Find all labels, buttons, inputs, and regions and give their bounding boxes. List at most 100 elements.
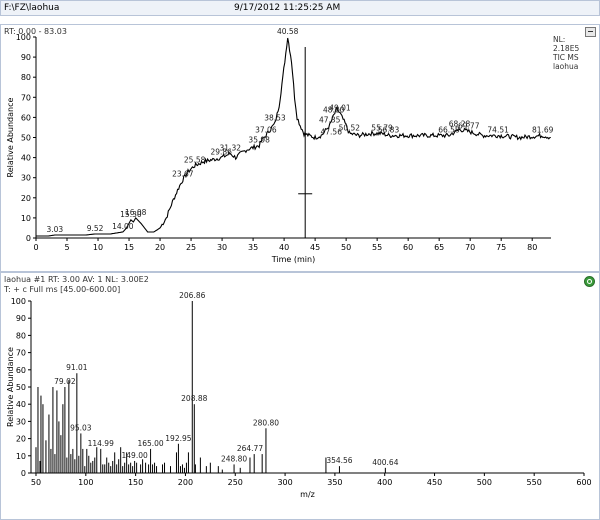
nl-value: 2.18E5: [553, 44, 580, 53]
peak-label: 74.51: [487, 125, 509, 134]
y-tick-label: 80: [21, 73, 31, 82]
x-tick-label: 30: [217, 243, 227, 252]
x-tick-label: 55: [372, 243, 382, 252]
x-tick-label: 35: [248, 243, 258, 252]
x-tick-label: 600: [576, 478, 591, 487]
y-tick-label: 0: [21, 469, 26, 478]
acquisition-datetime: 9/17/2012 11:25:25 AM: [234, 3, 341, 13]
y-tick-label: 100: [11, 297, 26, 306]
y-tick-label: 90: [16, 314, 26, 323]
peak-label: 15.30: [120, 210, 142, 219]
y-tick-label: 10: [21, 214, 31, 223]
x-tick-label: 150: [128, 478, 143, 487]
peak-label: 48.00: [323, 105, 345, 114]
y-tick-label: 30: [16, 417, 26, 426]
peak-label: 354.56: [326, 456, 352, 465]
peak-label: 37.06: [255, 125, 277, 134]
y-tick-label: 10: [16, 452, 26, 461]
peak-label: 23.67: [172, 170, 194, 179]
peak-label: 91.01: [66, 363, 88, 372]
spectrum-panel[interactable]: laohua #1 RT: 3.00 AV: 1 NL: 3.00E2 T: +…: [0, 272, 600, 520]
x-tick-label: 25: [186, 243, 196, 252]
x-tick-label: 65: [434, 243, 444, 252]
peak-label: 9.52: [87, 224, 104, 233]
x-tick-label: 75: [496, 243, 506, 252]
scan-filter: T: + c Full ms [45.00-600.00]: [4, 285, 121, 294]
peak-label: 50.52: [339, 123, 361, 132]
peak-label: 69.77: [458, 121, 480, 130]
scan-header: laohua #1 RT: 3.00 AV: 1 NL: 3.00E2: [4, 275, 149, 284]
peak-label: 14.00: [112, 222, 134, 231]
peak-label: 49.01: [329, 103, 351, 112]
x-tick-label: 5: [64, 243, 69, 252]
nl-label: NL:: [553, 35, 566, 44]
peak-label: 55.79: [371, 123, 393, 132]
peak-label: 35.98: [248, 136, 270, 145]
refresh-icon[interactable]: [584, 276, 595, 287]
y-tick-label: 100: [16, 33, 31, 42]
y-axis-title: Relative Abundance: [6, 97, 15, 177]
peak-label: 79.02: [54, 377, 76, 386]
x-tick-label: 80: [527, 243, 537, 252]
x-tick-label: 550: [527, 478, 542, 487]
y-tick-label: 40: [16, 400, 26, 409]
sample-name: laohua: [553, 62, 579, 71]
y-axis-title: Relative Abundance: [6, 347, 15, 427]
y-tick-label: 50: [16, 383, 26, 392]
window-titlebar: F:\FZ\laohua 9/17/2012 11:25:25 AM: [0, 0, 600, 16]
tic-trace: [36, 37, 551, 237]
peak-label: 95.03: [70, 423, 92, 432]
x-tick-label: 60: [403, 243, 413, 252]
peak-label: 400.64: [372, 458, 398, 467]
peak-label: 248.80: [221, 454, 247, 463]
y-tick-label: 60: [21, 113, 31, 122]
x-tick-label: 10: [93, 243, 103, 252]
peak-label: 81.69: [532, 125, 554, 134]
x-tick-label: 100: [78, 478, 93, 487]
peak-label: 280.80: [253, 418, 279, 427]
y-tick-label: 70: [21, 93, 31, 102]
x-tick-label: 200: [178, 478, 193, 487]
x-tick-label: 15: [124, 243, 134, 252]
x-tick-label: 250: [228, 478, 243, 487]
peak-label: 264.77: [237, 444, 263, 453]
peak-label: 31.32: [220, 144, 242, 153]
x-tick-label: 450: [427, 478, 442, 487]
rt-range-label: RT: 0.00 - 83.03: [4, 27, 67, 36]
y-tick-label: 20: [16, 435, 26, 444]
spectrum-chart[interactable]: 0 10 20 30 40 50 60 70 80 90 100 50 100 150 200 250 300 3…: [1, 273, 599, 519]
x-tick-label: 70: [465, 243, 475, 252]
x-axis-title: m/z: [300, 490, 315, 499]
x-tick-label: 500: [477, 478, 492, 487]
peak-label: 192.95: [165, 434, 191, 443]
peak-label: 149.00: [122, 451, 148, 460]
x-tick-label: 0: [33, 243, 38, 252]
y-tick-label: 0: [26, 234, 31, 243]
peak-label: 206.86: [179, 291, 205, 300]
peak-label: 47.35: [319, 115, 341, 124]
y-tick-label: 50: [21, 134, 31, 143]
scan-type: TIC MS: [553, 53, 579, 62]
peak-label: 16.08: [125, 208, 147, 217]
peak-label: 165.00: [137, 439, 163, 448]
chromatogram-panel[interactable]: RT: 0.00 - 83.03 NL: 2.18E5 TIC MS laohu…: [0, 24, 600, 272]
peak-label: 47.56: [321, 128, 343, 137]
chromatogram-chart[interactable]: 0 10 20 30 40 50 60 70 80 90 100 0 5 10 15 20 25 30 35 40 45…: [1, 25, 599, 271]
peak-label: 3.03: [46, 225, 63, 234]
peak-label: 66.58: [438, 125, 460, 134]
chromatogram-info: NL: 2.18E5 TIC MS laohua: [553, 35, 579, 71]
x-tick-label: 400: [377, 478, 392, 487]
peak-label: 40.58: [277, 27, 299, 36]
pin-icon[interactable]: [585, 27, 596, 37]
y-tick-label: 30: [21, 174, 31, 183]
peak-label: 29.86: [210, 148, 232, 157]
x-tick-label: 50: [31, 478, 41, 487]
y-tick-label: 70: [16, 349, 26, 358]
file-path: F:\FZ\laohua: [4, 3, 60, 13]
y-tick-label: 60: [16, 366, 26, 375]
peak-label: 25.58: [184, 156, 206, 165]
x-tick-label: 20: [155, 243, 165, 252]
y-tick-label: 20: [21, 194, 31, 203]
y-tick-label: 90: [21, 53, 31, 62]
peak-label: 208.88: [181, 394, 207, 403]
